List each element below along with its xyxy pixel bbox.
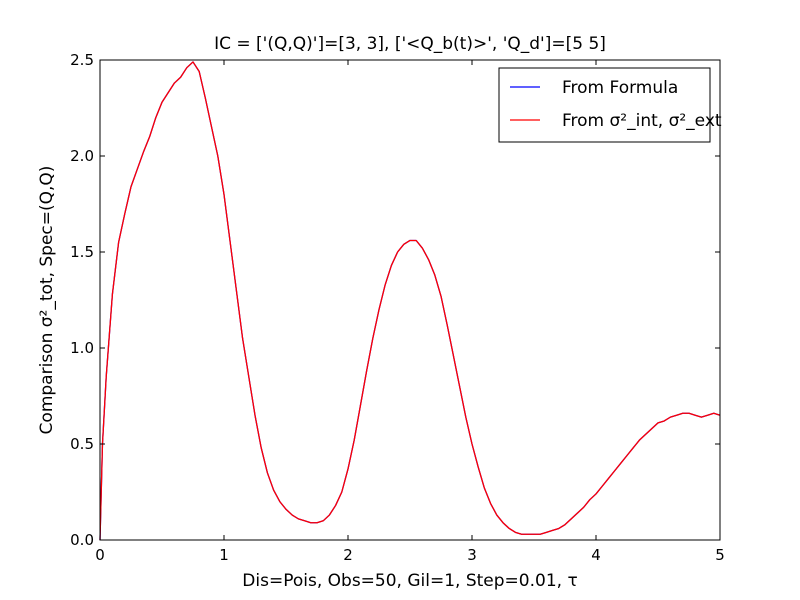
x-axis-label: Dis=Pois, Obs=50, Gil=1, Step=0.01, τ	[242, 571, 577, 591]
chart-title: IC = ['(Q,Q)']=[3, 3], ['<Q_b(t)>', 'Q_d…	[214, 34, 606, 54]
legend-label-sigma: From σ²_int, σ²_ext	[562, 111, 722, 131]
y-tick-label: 0.0	[70, 531, 94, 549]
y-axis-label: Comparison σ²_tot, Spec=(Q,Q)	[37, 166, 57, 435]
y-tick-label: 1.5	[70, 243, 94, 261]
x-tick-label: 0	[95, 546, 105, 564]
x-tick-label: 5	[715, 546, 725, 564]
legend-box	[498, 67, 711, 143]
y-tick-label: 1.0	[70, 339, 94, 357]
y-tick-label: 0.5	[70, 435, 94, 453]
plot-frame	[99, 59, 721, 541]
x-tick-label: 3	[467, 546, 477, 564]
legend: From Formula From σ²_int, σ²_ext	[498, 67, 722, 143]
y-tick-label: 2.5	[70, 51, 94, 69]
series-line-1	[99, 61, 721, 541]
ticks-layer: 0 1 2 3 4 5 0.0 0.5 1.0 1.5 2.0 2.5	[70, 51, 725, 564]
y-tick-label: 2.0	[70, 147, 94, 165]
series-layer	[99, 61, 721, 541]
legend-label-formula: From Formula	[562, 78, 678, 98]
x-tick-label: 2	[343, 546, 353, 564]
x-tick-label: 4	[591, 546, 601, 564]
x-tick-label: 1	[219, 546, 229, 564]
